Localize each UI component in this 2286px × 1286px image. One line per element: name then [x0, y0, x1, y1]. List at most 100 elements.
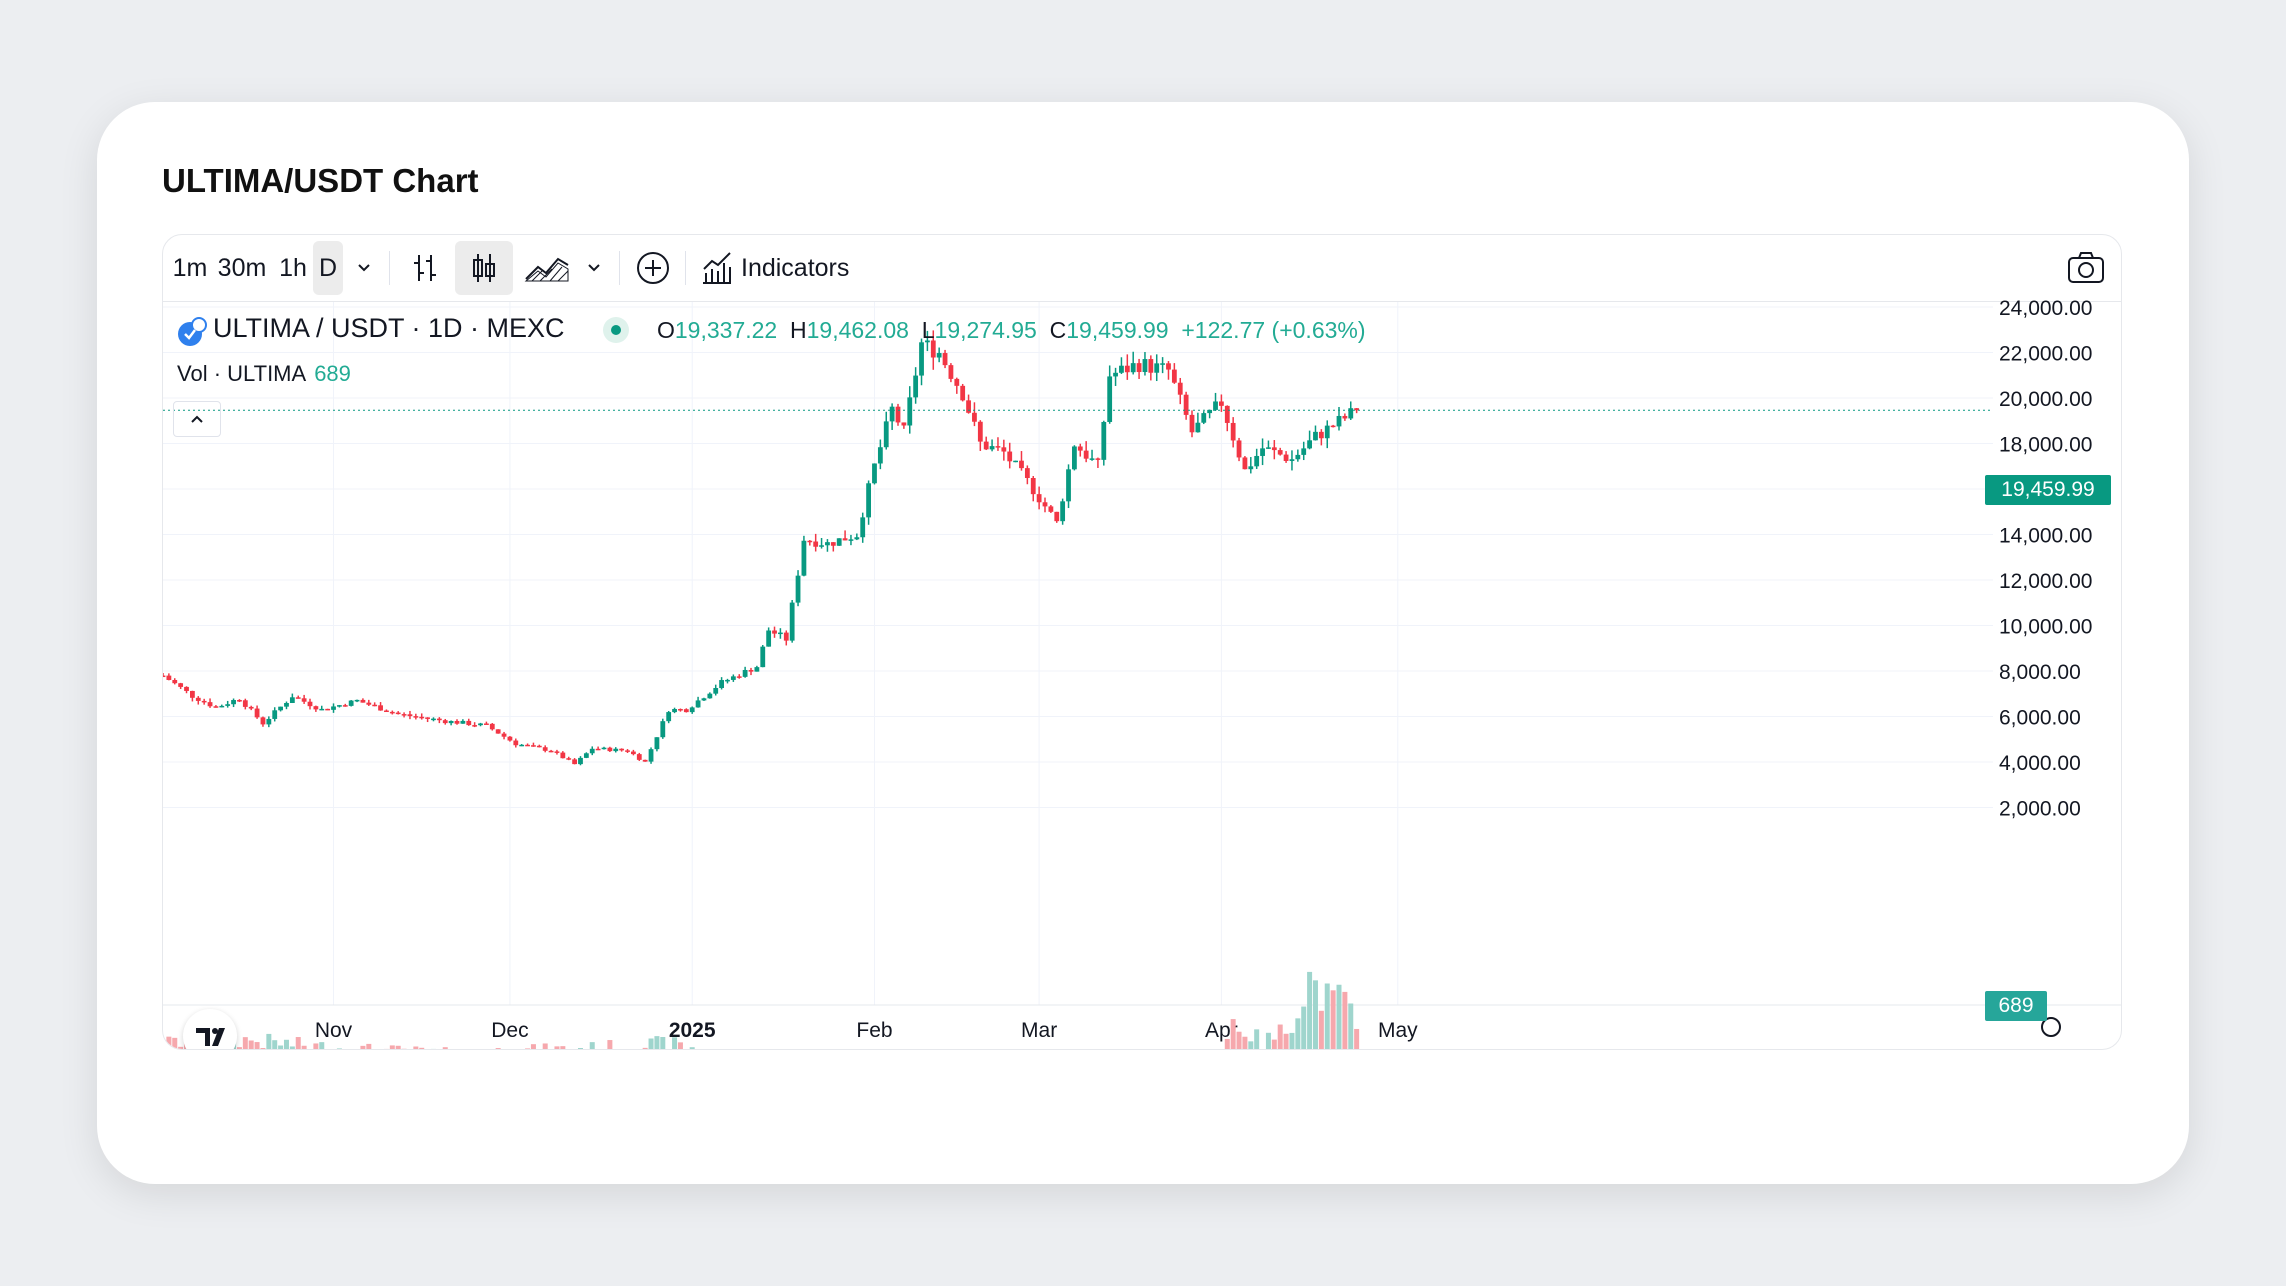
- candle: [607, 747, 613, 752]
- volume-bar: [677, 1042, 683, 1049]
- candle: [472, 725, 478, 727]
- tradingview-logo[interactable]: [183, 1009, 237, 1049]
- candle: [913, 375, 919, 398]
- candle: [213, 706, 219, 708]
- candle: [460, 720, 466, 724]
- volume-legend[interactable]: Vol · ULTIMA 689: [177, 361, 351, 386]
- volume-bar: [607, 1040, 613, 1049]
- collapse-legend-button[interactable]: [173, 401, 221, 437]
- volume-bar: [413, 1046, 419, 1049]
- candle: [877, 447, 883, 464]
- candle: [1342, 415, 1348, 419]
- area-chart-icon: [524, 257, 569, 282]
- candle: [678, 709, 683, 711]
- indicators-icon-button[interactable]: [697, 241, 737, 295]
- volume-bar: [283, 1039, 289, 1049]
- candle: [1060, 501, 1066, 522]
- candle: [772, 630, 777, 634]
- candle: [272, 710, 278, 719]
- bar-style-button[interactable]: [401, 241, 449, 295]
- candle: [660, 721, 666, 738]
- chart-style-dropdown-button[interactable]: [577, 241, 611, 295]
- interval-dropdown-button[interactable]: [347, 241, 381, 295]
- candle: [419, 716, 425, 719]
- candle: [1283, 454, 1289, 461]
- candle: [695, 700, 701, 708]
- symbol-title[interactable]: ULTIMA / USDT · 1D · MEXC: [213, 313, 565, 343]
- volume-bar: [266, 1033, 272, 1049]
- volume-bar: [1224, 1038, 1230, 1049]
- volume-bar: [1307, 971, 1313, 1049]
- volume-bar: [1324, 983, 1330, 1049]
- change-value: +122.77 (+0.63%): [1181, 317, 1366, 343]
- candle: [1213, 401, 1218, 410]
- interval-30m-button[interactable]: 30m: [217, 254, 267, 282]
- price-chart-canvas[interactable]: 24,000.0022,000.0020,000.0018,000.0016,0…: [163, 235, 2121, 1049]
- volume-bar: [542, 1043, 548, 1049]
- candle: [578, 757, 583, 765]
- screenshot-button[interactable]: [2063, 241, 2109, 295]
- market-status-indicator[interactable]: [603, 317, 629, 343]
- candle: [730, 676, 736, 680]
- interval-1m-button[interactable]: 1m: [172, 254, 208, 282]
- interval-d-button[interactable]: D: [313, 241, 343, 295]
- candle: [554, 751, 560, 753]
- candle: [954, 378, 960, 386]
- indicators-button[interactable]: Indicators: [741, 254, 850, 282]
- volume-bar: [389, 1045, 395, 1049]
- candle: [766, 630, 772, 647]
- ohlc-values: O19,337.22 H19,462.08 L19,274.95 C19,459…: [657, 317, 1366, 343]
- candle: [278, 706, 283, 711]
- candle: [495, 729, 501, 734]
- candle: [289, 697, 295, 703]
- candle: [948, 365, 954, 379]
- candle-style-button[interactable]: [455, 241, 513, 295]
- candle: [901, 422, 907, 426]
- x-tick-label: Apr: [1205, 1019, 1238, 1042]
- candle: [207, 702, 213, 707]
- high-value: 19,462.08: [806, 317, 909, 343]
- candle: [619, 748, 625, 751]
- candle: [531, 745, 536, 747]
- settings-icon[interactable]: [2041, 1017, 2061, 1037]
- candle: [1101, 421, 1107, 460]
- y-tick-label: 10,000.00: [1999, 616, 2092, 639]
- candle: [548, 750, 554, 753]
- candle: [1266, 447, 1271, 449]
- candle: [354, 699, 360, 702]
- candle: [848, 539, 854, 541]
- area-style-button[interactable]: [519, 241, 575, 295]
- candle: [983, 441, 989, 450]
- interval-1h-button[interactable]: 1h: [279, 254, 307, 282]
- candle: [331, 706, 336, 710]
- y-tick-label: 6,000.00: [1999, 707, 2081, 730]
- candle: [231, 700, 236, 705]
- candle: [807, 540, 813, 543]
- candle: [184, 686, 189, 691]
- candle: [389, 711, 395, 714]
- candle: [301, 698, 307, 702]
- candle: [1019, 460, 1024, 469]
- candle: [689, 707, 695, 713]
- candle: [307, 701, 313, 707]
- candle: [701, 698, 707, 701]
- candle: [1148, 359, 1154, 373]
- candle: [795, 575, 801, 603]
- candle: [1230, 422, 1236, 441]
- volume-bar: [660, 1036, 666, 1049]
- candle: [866, 483, 871, 518]
- close-value: 19,459.99: [1066, 317, 1169, 343]
- candle: [1324, 425, 1330, 439]
- candle: [1083, 450, 1089, 459]
- last-volume-tag: 689: [1985, 991, 2047, 1021]
- candle: [1036, 494, 1042, 503]
- candle: [1195, 422, 1201, 433]
- volume-bar: [1318, 1010, 1324, 1049]
- candle: [1072, 446, 1077, 470]
- candle: [595, 748, 601, 751]
- candle: [1030, 478, 1036, 495]
- volume-bar: [1342, 991, 1348, 1049]
- candle: [907, 397, 913, 426]
- candle: [919, 342, 924, 376]
- compare-symbol-button[interactable]: [629, 241, 677, 295]
